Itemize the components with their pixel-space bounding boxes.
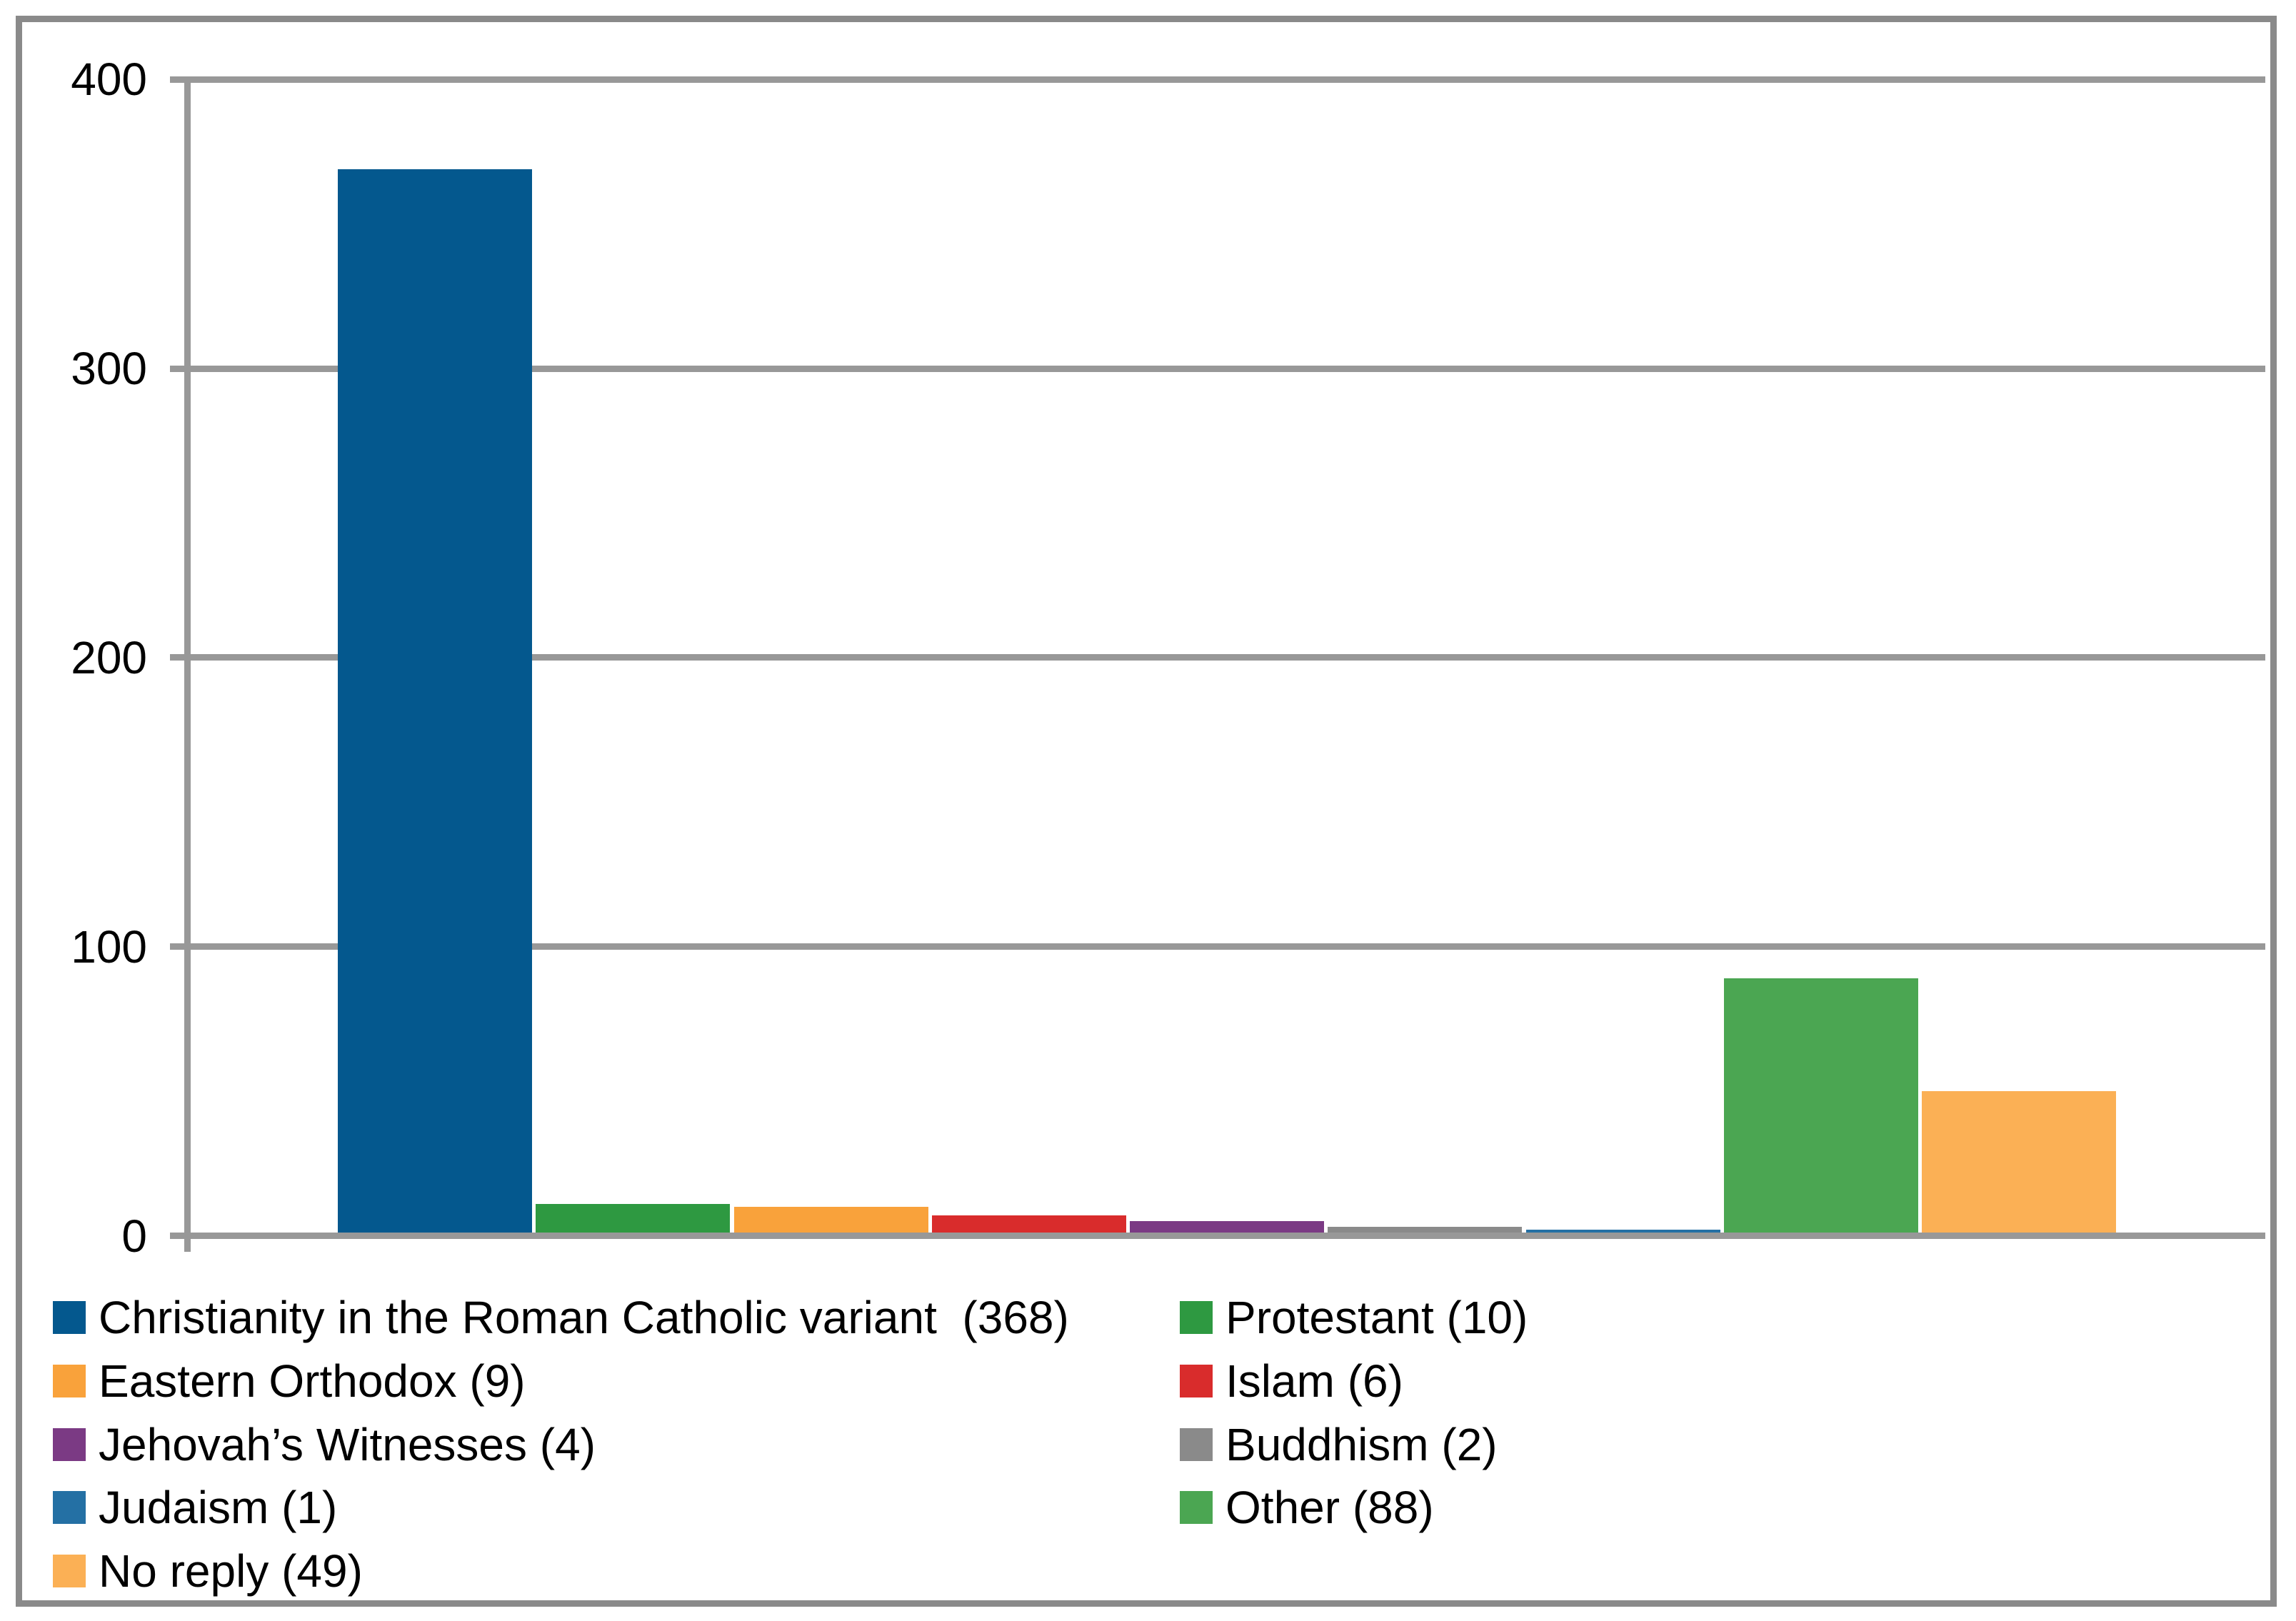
legend-swatch-icon: [53, 1428, 86, 1461]
y-axis-line: [184, 76, 191, 1252]
legend-swatch-icon: [1180, 1428, 1213, 1461]
legend-label: Judaism (1): [99, 1482, 338, 1533]
legend-label: Christianity in the Roman Catholic varia…: [99, 1292, 1069, 1343]
legend-swatch-icon: [53, 1301, 86, 1334]
y-axis-tick-label-400: 400: [71, 54, 147, 105]
gridline-100: [170, 943, 2265, 950]
y-axis-tick-label-0: 0: [121, 1210, 147, 1262]
bar-no-reply: [1922, 1091, 2116, 1233]
legend-swatch-icon: [1180, 1491, 1213, 1524]
legend-label: Islam (6): [1225, 1355, 1403, 1407]
gridline-400: [170, 76, 2265, 83]
bar-judaism: [1526, 1230, 1720, 1233]
bar-other: [1724, 978, 1918, 1233]
y-axis-tick-label-100: 100: [71, 921, 147, 973]
bar-protestant: [536, 1204, 730, 1233]
legend-label: No reply (49): [99, 1545, 363, 1597]
gridline-0: [170, 1233, 2265, 1239]
legend-label: Protestant (10): [1225, 1292, 1528, 1343]
y-axis-tick-label-300: 300: [71, 343, 147, 394]
y-axis-tick-label-200: 200: [71, 632, 147, 683]
legend-label: Jehovah’s Witnesses (4): [99, 1419, 596, 1470]
bar-jehovah-s-witnesses: [1130, 1221, 1324, 1233]
legend-swatch-icon: [1180, 1301, 1213, 1334]
bar-buddhism: [1328, 1227, 1522, 1233]
legend-swatch-icon: [53, 1491, 86, 1524]
legend-swatch-icon: [53, 1365, 86, 1397]
legend-label: Buddhism (2): [1225, 1419, 1498, 1470]
legend-label: Other (88): [1225, 1482, 1434, 1533]
gridline-200: [170, 654, 2265, 661]
chart-outer-frame: [16, 16, 2277, 1607]
bar-islam: [932, 1215, 1126, 1233]
legend-label: Eastern Orthodox (9): [99, 1355, 526, 1407]
legend-swatch-icon: [1180, 1365, 1213, 1397]
bar-christianity-in-the-roman-catholic-variant: [338, 169, 532, 1233]
gridline-300: [170, 366, 2265, 372]
bar-eastern-orthodox: [734, 1207, 928, 1233]
legend-swatch-icon: [53, 1555, 86, 1587]
